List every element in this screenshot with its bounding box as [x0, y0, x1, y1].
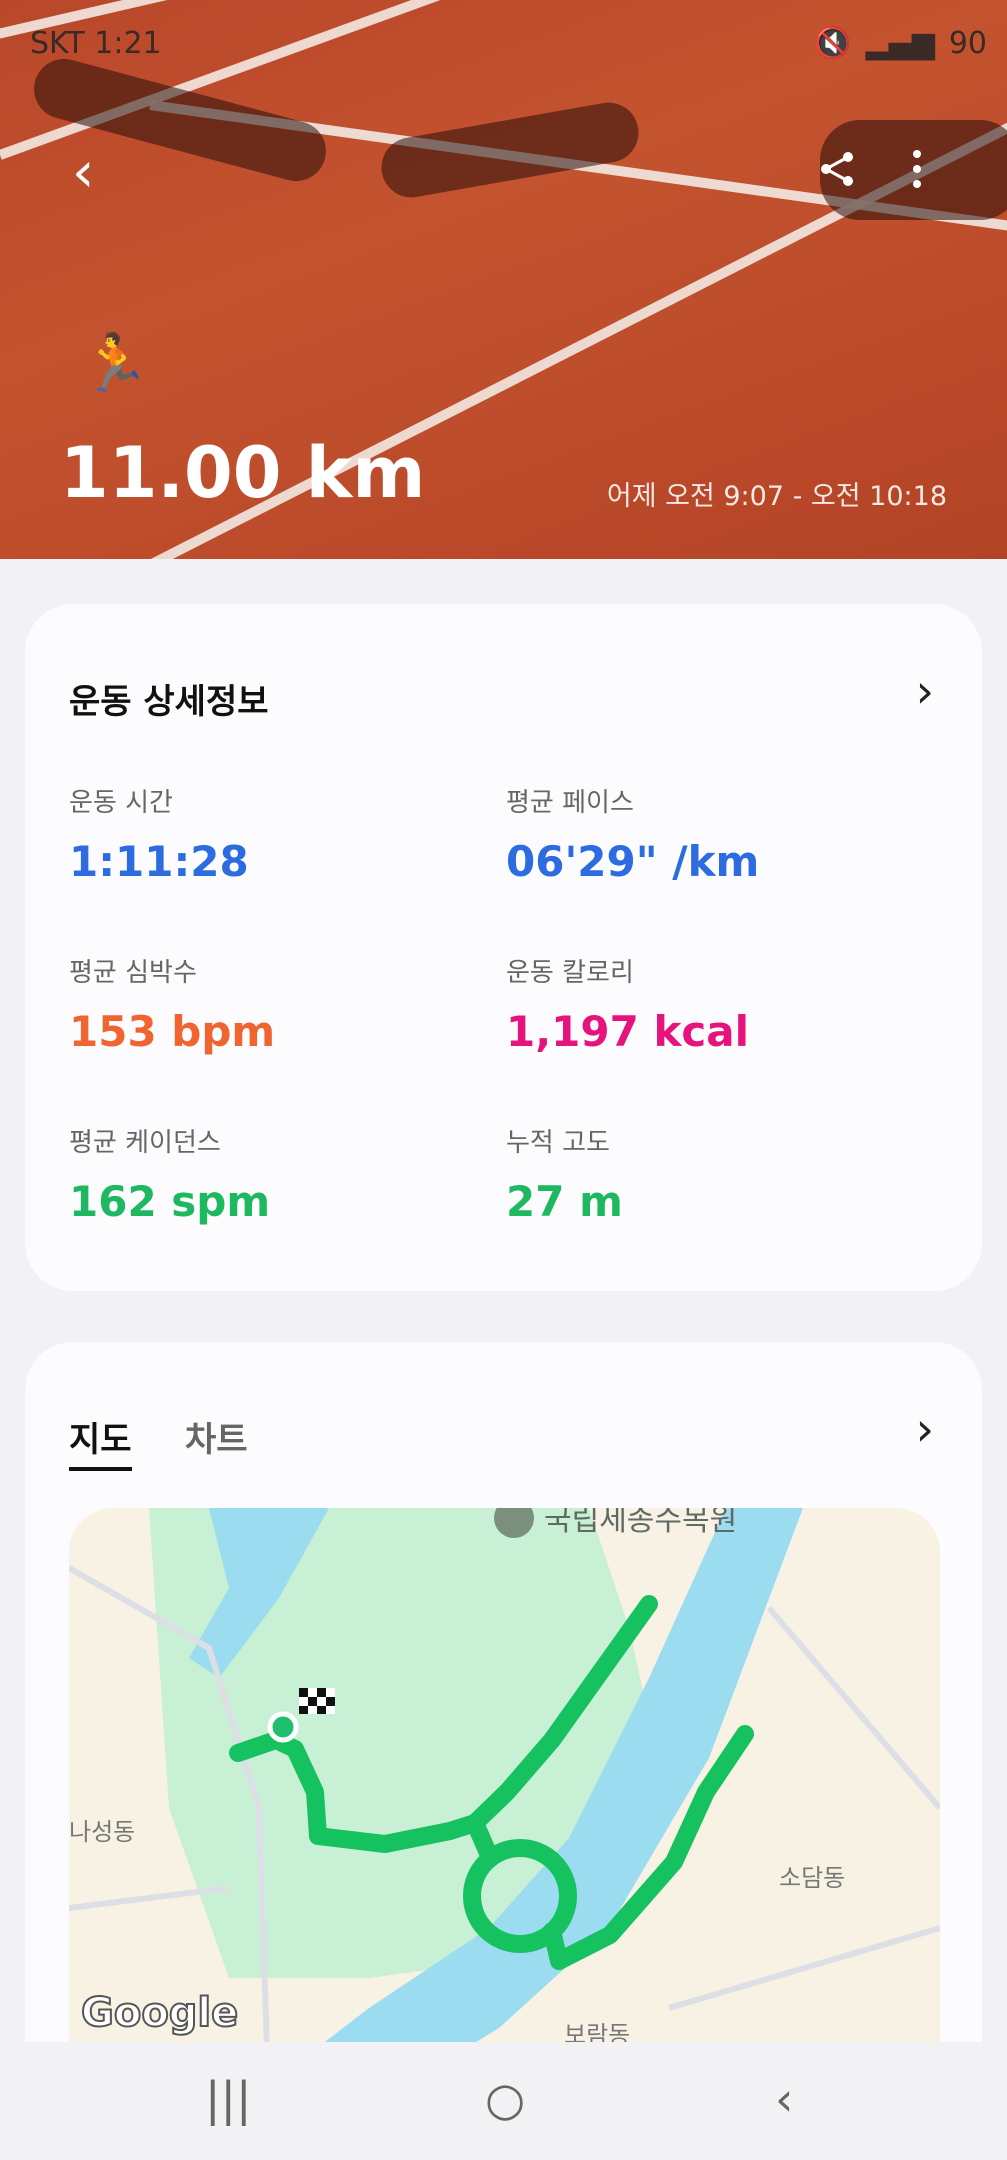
route-loop	[463, 1839, 577, 1953]
navigation-bar: ||| ○ ‹	[0, 2042, 1007, 2160]
runner-shadow	[376, 97, 644, 203]
stat-value: 162 spm	[69, 1177, 271, 1226]
stat-item: 평균 케이던스 162 spm	[69, 1122, 270, 1226]
back-button[interactable]: ‹	[775, 2072, 794, 2126]
route-line	[229, 1595, 754, 1970]
recents-button[interactable]: |||	[205, 2072, 252, 2126]
stat-label: 운동 칼로리	[506, 958, 634, 988]
area-label: 소담동	[779, 1864, 845, 1892]
stat-label: 평균 페이스	[506, 788, 634, 818]
chevron-right-icon[interactable]: ›	[915, 664, 934, 718]
river	[189, 1508, 329, 1678]
stat-label: 누적 고도	[506, 1128, 610, 1158]
stat-value: 153 bpm	[69, 1007, 276, 1056]
stat-item: 운동 시간 1:11:28	[69, 782, 249, 886]
signal-icon: ▂▄▆	[865, 26, 935, 61]
tab-chart[interactable]: 차트	[185, 1420, 248, 1460]
chevron-right-icon[interactable]: ›	[915, 1402, 934, 1456]
stat-item: 운동 칼로리 1,197 kcal	[506, 952, 749, 1056]
distance: 11.00 km	[60, 432, 426, 514]
share-icon[interactable]	[818, 150, 856, 188]
area-label: 나성동	[69, 1818, 135, 1846]
stat-label: 운동 시간	[69, 788, 173, 818]
time-range: 어제 오전 9:07 - 오전 10:18	[606, 481, 947, 512]
stat-item: 평균 페이스 06'29" /km	[506, 782, 759, 886]
google-logo: Google	[81, 1990, 238, 2036]
finish-flag-icon	[299, 1688, 335, 1714]
poi-pin-icon	[494, 1508, 534, 1538]
stat-value: 1:11:28	[69, 837, 249, 886]
more-icon[interactable]	[910, 148, 924, 190]
start-marker	[267, 1711, 299, 1743]
workout-details-card[interactable]: 운동 상세정보 › 운동 시간 1:11:28 평균 페이스 06'29" /km 평균…	[25, 604, 982, 1291]
back-icon[interactable]: ‹	[72, 140, 95, 205]
stat-item: 평균 심박수 153 bpm	[69, 952, 275, 1056]
battery-level: 90	[948, 26, 987, 61]
stat-value: 27 m	[506, 1177, 623, 1226]
mute-icon: 🔇	[814, 26, 852, 61]
stat-value: 06'29" /km	[506, 837, 760, 886]
stat-label: 평균 심박수	[69, 958, 197, 988]
stat-label: 평균 케이던스	[69, 1128, 221, 1158]
card-title: 운동 상세정보	[69, 682, 269, 722]
status-bar: SKT 1:21 🔇 ▂▄▆ 90	[0, 22, 1007, 70]
route-map[interactable]: 국립세종수목원 나성동 소담동 보람동 Google	[69, 1508, 940, 2108]
stat-item: 누적 고도 27 m	[506, 1122, 623, 1226]
poi-label: 국립세종수목원	[544, 1508, 737, 1538]
hero-banner: SKT 1:21 🔇 ▂▄▆ 90 ‹ 🏃 11.00 km 어제 오전 9:07 …	[0, 0, 1007, 559]
running-icon: 🏃	[80, 331, 150, 396]
stat-value: 1,197 kcal	[506, 1007, 750, 1056]
tab-map[interactable]: 지도	[69, 1412, 132, 1471]
map-card: 지도 차트 › 국립세종수목원 나성동 소담동 보람동 Google	[25, 1342, 982, 2108]
carrier-time: SKT 1:21	[30, 26, 162, 61]
river	[239, 1508, 803, 2108]
home-button[interactable]: ○	[485, 2072, 526, 2126]
